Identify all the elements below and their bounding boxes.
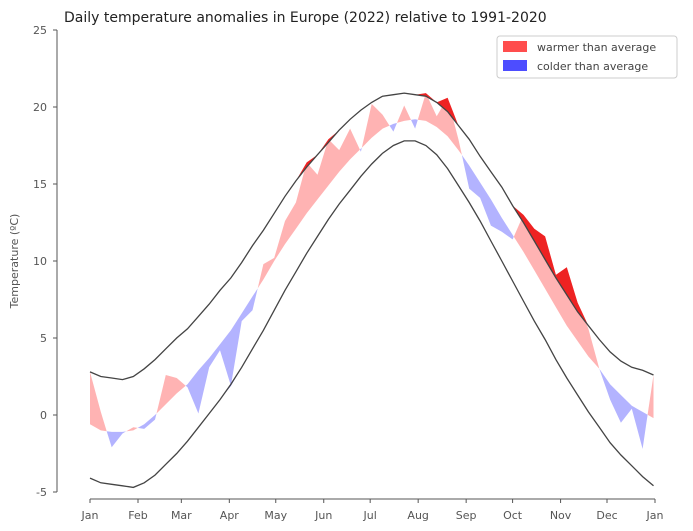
legend-label-warmer: warmer than average bbox=[537, 41, 656, 54]
climatology-lower-line bbox=[89, 140, 654, 489]
cold-anomaly-band-9 bbox=[389, 122, 397, 132]
y-axis-label: Temperature (ºC) bbox=[8, 214, 21, 310]
x-tick-label: Jan bbox=[646, 509, 664, 522]
axes bbox=[56, 30, 655, 500]
cold-anomaly-band-5 bbox=[185, 288, 258, 414]
warm-anomaly-band-2 bbox=[126, 427, 138, 432]
y-tick-label: -5 bbox=[36, 486, 47, 499]
x-tick-label: Mar bbox=[171, 509, 192, 522]
warm-anomaly-band-0 bbox=[90, 371, 107, 432]
warm-anomaly-band-10 bbox=[397, 105, 411, 123]
x-tick-label: Jun bbox=[314, 509, 332, 522]
legend-frame bbox=[496, 35, 678, 79]
warm-anomaly-band-14 bbox=[513, 214, 600, 369]
x-tick-label: Dec bbox=[596, 509, 617, 522]
warm-anomaly-band-8 bbox=[361, 103, 390, 148]
warm-anomaly-band-6 bbox=[257, 128, 360, 289]
x-tick-label: Jan bbox=[81, 509, 99, 522]
cold-anomaly-band-7 bbox=[359, 147, 362, 152]
warm-anomaly-band-12 bbox=[417, 93, 462, 155]
y-tick-label: 5 bbox=[40, 332, 47, 345]
cold-anomaly-band-13 bbox=[461, 155, 514, 240]
legend-label-colder: colder than average bbox=[537, 60, 648, 73]
x-ticks: Jan Feb Mar Apr May Jun Jul Aug Sep Oct Nov Dec Jan bbox=[81, 499, 664, 522]
x-tick-label: May bbox=[264, 509, 287, 522]
y-ticks: -5 0 5 10 15 20 25 bbox=[33, 24, 57, 499]
x-tick-label: Aug bbox=[407, 509, 428, 522]
x-tick-label: Sep bbox=[456, 509, 477, 522]
climatology-upper-line bbox=[89, 92, 654, 381]
y-tick-label: 10 bbox=[33, 255, 47, 268]
cold-anomaly-band-3 bbox=[137, 413, 157, 429]
y-tick-label: 20 bbox=[33, 101, 47, 114]
warm-anomaly-band-4 bbox=[156, 375, 186, 414]
x-tick-label: Jul bbox=[363, 509, 377, 522]
y-tick-label: 15 bbox=[33, 178, 47, 191]
cold-anomaly-band-15 bbox=[599, 368, 648, 449]
x-tick-label: Apr bbox=[220, 509, 240, 522]
y-tick-label: 0 bbox=[40, 409, 47, 422]
warm-anomaly-band-16 bbox=[647, 375, 654, 419]
plot-area bbox=[89, 92, 654, 489]
x-tick-label: Oct bbox=[503, 509, 523, 522]
legend-swatch-warmer bbox=[503, 41, 527, 52]
y-tick-label: 25 bbox=[33, 24, 47, 37]
legend-swatch-colder bbox=[503, 60, 527, 71]
legend: warmer than average colder than average bbox=[496, 35, 678, 79]
chart-title: Daily temperature anomalies in Europe (2… bbox=[64, 10, 547, 26]
cold-anomaly-band-11 bbox=[411, 119, 418, 129]
warm-extreme-fill-3 bbox=[436, 97, 459, 126]
x-tick-label: Feb bbox=[128, 509, 147, 522]
x-tick-label: Nov bbox=[550, 509, 572, 522]
cold-anomaly-band-1 bbox=[106, 431, 127, 448]
